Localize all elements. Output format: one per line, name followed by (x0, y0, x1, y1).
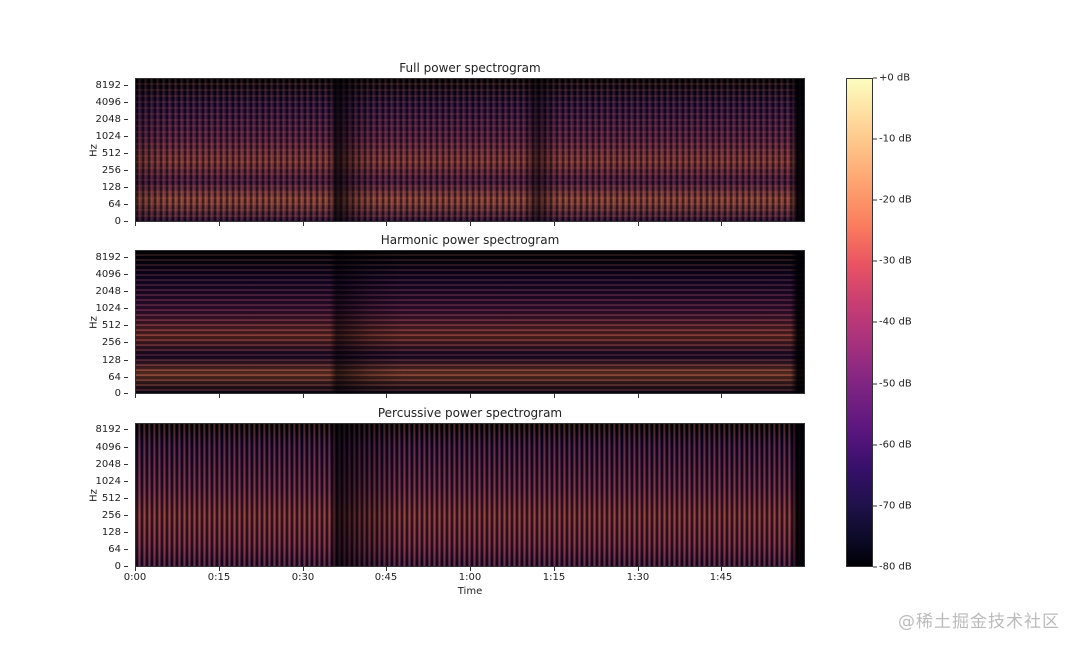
xtick: 0:00 (123, 572, 147, 583)
ytick: 1024 (96, 476, 128, 487)
ytick: 256 (102, 337, 128, 348)
xtick: 0:15 (207, 572, 231, 583)
colorbar-tick: -50 dB (873, 379, 912, 390)
colorbar-tick: -60 dB (873, 440, 912, 451)
y-axis-label-full: Hz (88, 144, 100, 157)
ytick: 128 (102, 182, 128, 193)
watermark: @稀土掘金技术社区 (898, 612, 1060, 632)
spectrogram-percussive (135, 423, 805, 567)
colorbar-tick: -20 dB (873, 195, 912, 206)
ytick: 4096 (96, 97, 128, 108)
ytick: 2048 (96, 286, 128, 297)
panel-title-full: Full power spectrogram (399, 61, 541, 75)
ytick: 4096 (96, 269, 128, 280)
y-axis-label-harmonic: Hz (88, 316, 100, 329)
xtick: 1:45 (709, 572, 733, 583)
panel-title-harmonic: Harmonic power spectrogram (380, 233, 560, 247)
ytick: 128 (102, 355, 128, 366)
ytick: 64 (108, 544, 128, 555)
ytick: 0 (115, 561, 128, 572)
ytick: 8192 (96, 424, 128, 435)
ytick: 512 (102, 148, 128, 159)
ytick: 4096 (96, 442, 128, 453)
spectrogram-harmonic (135, 250, 805, 394)
ytick: 1024 (96, 303, 128, 314)
ytick: 64 (108, 199, 128, 210)
colorbar-tick: -30 dB (873, 256, 912, 267)
colorbar-tick: -70 dB (873, 501, 912, 512)
ytick: 512 (102, 320, 128, 331)
ytick: 8192 (96, 80, 128, 91)
colorbar-tick: +0 dB (873, 73, 910, 84)
xtick: 1:30 (626, 572, 650, 583)
xtick: 0:45 (374, 572, 398, 583)
colorbar-tick: -40 dB (873, 317, 912, 328)
spectrogram-full (135, 78, 805, 222)
ytick: 256 (102, 510, 128, 521)
ytick: 2048 (96, 114, 128, 125)
ytick: 128 (102, 527, 128, 538)
ytick: 256 (102, 165, 128, 176)
ytick: 0 (115, 388, 128, 399)
colorbar-tick: -80 dB (873, 562, 912, 573)
ytick: 0 (115, 216, 128, 227)
ytick: 512 (102, 493, 128, 504)
y-axis-label-percussive: Hz (88, 489, 100, 502)
ytick: 64 (108, 372, 128, 383)
colorbar (846, 78, 873, 567)
ytick: 1024 (96, 131, 128, 142)
x-axis-label: Time (457, 586, 483, 597)
xtick: 0:30 (291, 572, 315, 583)
ytick: 2048 (96, 459, 128, 470)
ytick: 8192 (96, 252, 128, 263)
colorbar-tick: -10 dB (873, 134, 912, 145)
xtick: 1:15 (542, 572, 566, 583)
xtick: 1:00 (458, 572, 482, 583)
panel-title-percussive: Percussive power spectrogram (377, 406, 563, 420)
